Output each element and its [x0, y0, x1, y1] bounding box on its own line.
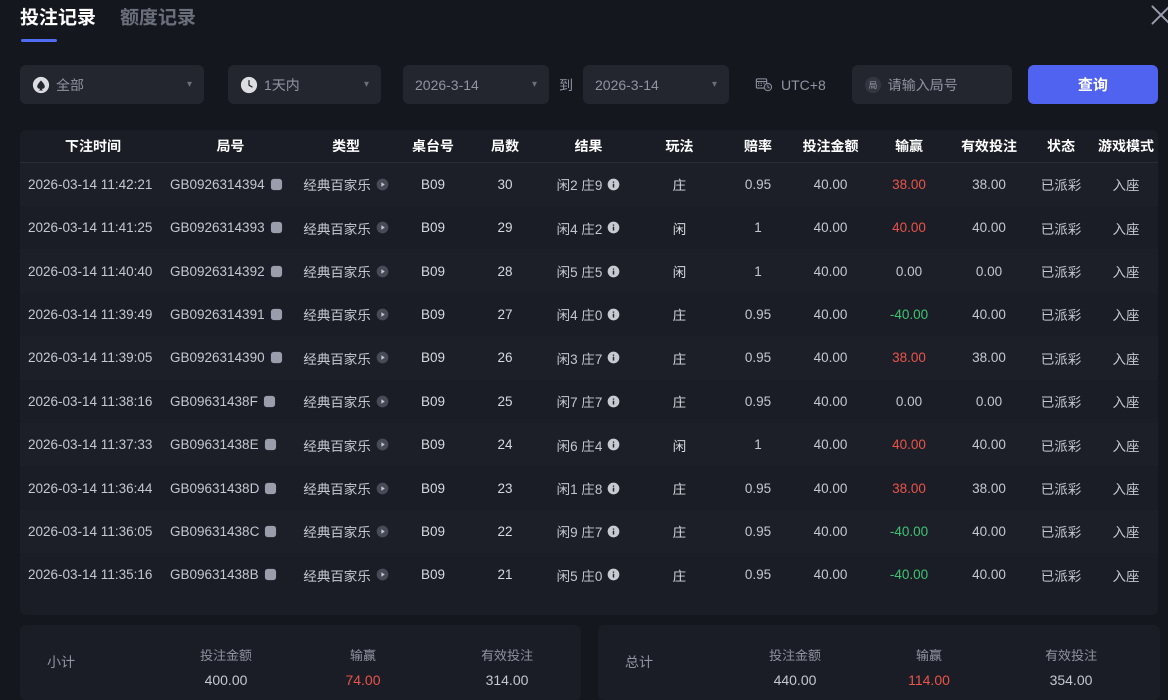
svg-text:局: 局	[868, 80, 877, 90]
